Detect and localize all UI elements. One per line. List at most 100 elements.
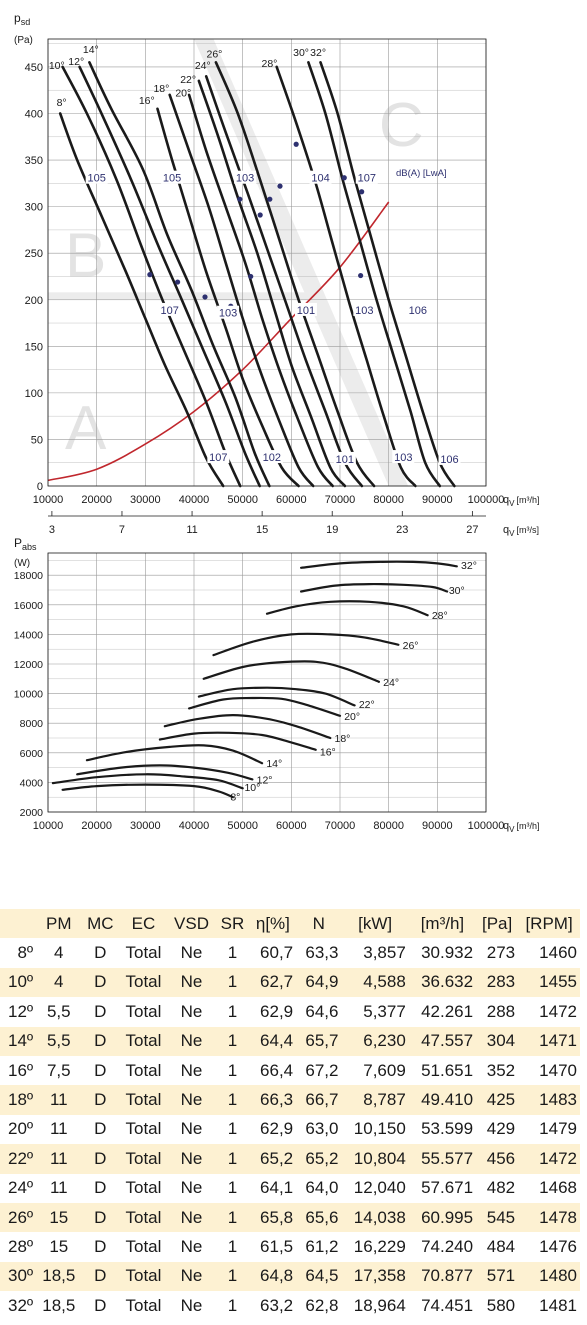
table-cell: Ne	[180, 1178, 203, 1198]
table-cell: 66,7	[305, 1090, 339, 1110]
y-tick-label: 14000	[14, 629, 43, 641]
secondary-tick-label: 3	[49, 524, 55, 536]
table-cell: Total	[125, 1031, 162, 1051]
table-cell: Total	[125, 1266, 162, 1286]
table-cell: 14º	[7, 1031, 34, 1051]
table-cell: 12,040	[353, 1178, 406, 1198]
y-tick-label: 0	[37, 481, 43, 493]
noise-label-bg	[85, 170, 108, 184]
table-cell: 304	[486, 1031, 516, 1051]
table-cell: 288	[486, 1001, 516, 1021]
table-cell: 64,1	[260, 1178, 294, 1198]
table-cell: Ne	[180, 1148, 203, 1168]
noise-label: 105	[163, 173, 181, 185]
angle-label: 26°	[206, 49, 222, 61]
table-cell: 63,2	[260, 1295, 294, 1315]
table-cell: D	[94, 1148, 107, 1168]
x-tick-label: 40000	[179, 494, 210, 506]
table-cell: 580	[486, 1295, 516, 1315]
table-cell: 67,2	[305, 1060, 339, 1080]
table-header-cell	[0, 909, 36, 938]
angle-label: 22°	[359, 699, 375, 711]
table-cell: 8º	[17, 943, 34, 963]
angle-label: 10°	[49, 60, 65, 72]
table-cell: D	[94, 943, 107, 963]
fan-curve-12deg	[78, 65, 261, 488]
y-tick-label: 4000	[20, 777, 44, 789]
noise-label-bg	[207, 450, 230, 464]
table-cell: Ne	[180, 1031, 203, 1051]
y-tick-label: 350	[25, 155, 43, 167]
x-tick-label: 60000	[276, 820, 307, 832]
y-tick-label: 16000	[14, 600, 43, 612]
table-row: 28º 15 D Total Ne 1 61,5 61,2 16,229 74.240 484 147…	[0, 1232, 580, 1261]
table-cell: 74.451	[421, 1295, 474, 1315]
table-row: 22º 11 D Total Ne 1 65,2 65,2 10,804 55.577 456 147…	[0, 1144, 580, 1174]
noise-label: 106	[440, 454, 458, 466]
x-tick-label: 70000	[325, 820, 356, 832]
fan-curve-24deg	[204, 75, 364, 488]
table-header-cell: MC	[87, 913, 114, 933]
table-cell: D	[94, 1178, 107, 1198]
x-tick-label: 30000	[130, 820, 161, 832]
secondary-tick-label: 15	[256, 524, 268, 536]
table-cell: 1471	[539, 1031, 577, 1051]
grid	[47, 553, 487, 813]
x-tick-label: 10000	[33, 494, 64, 506]
power-curve-24deg	[202, 660, 380, 683]
table-cell: 14,038	[353, 1207, 406, 1227]
table-cell: 4,588	[363, 972, 406, 992]
y-tick-label: 10000	[14, 689, 43, 701]
noise-label: 103	[394, 452, 412, 464]
table-cell: 3,857	[363, 943, 406, 963]
secondary-tick-label: 7	[119, 524, 125, 536]
zone-letter-a: A	[65, 394, 107, 463]
power-curve-22deg	[197, 686, 356, 707]
table-cell: 30º	[7, 1266, 34, 1286]
table-cell: 8,787	[363, 1090, 406, 1110]
table-cell: D	[94, 1266, 107, 1286]
table-cell: 55.577	[421, 1148, 474, 1168]
table-cell: 60.995	[421, 1207, 474, 1227]
table-row: 12º 5,5 D Total Ne 1 62,9 64,6 5,377 42.261 288 147…	[0, 997, 580, 1026]
y-tick-label: 6000	[20, 748, 44, 760]
y-tick-label: 150	[25, 341, 43, 353]
y-tick-label: 300	[25, 202, 43, 214]
noise-label-bg	[161, 170, 184, 184]
angle-label: 26°	[403, 640, 419, 652]
angle-label: 8°	[57, 97, 67, 109]
angle-label: 16°	[320, 746, 336, 758]
table-cell: 1	[227, 1148, 238, 1168]
table-cell: Total	[125, 1207, 162, 1227]
table-cell: 62,9	[260, 1119, 294, 1139]
table-cell: Total	[125, 1148, 162, 1168]
table-cell: 16,229	[353, 1236, 406, 1256]
table-cell: D	[94, 1001, 107, 1021]
secondary-tick-label: 19	[326, 524, 338, 536]
table-cell: 484	[486, 1236, 516, 1256]
table-cell: 18,5	[42, 1295, 76, 1315]
table-cell: 1	[227, 1178, 238, 1198]
noise-label-bg	[392, 450, 415, 464]
table-cell: 15	[49, 1236, 69, 1256]
table-row: 30º 18,5 D Total Ne 1 64,8 64,5 17,358 70.877 571 1…	[0, 1261, 580, 1292]
table-cell: 32º	[7, 1295, 34, 1315]
table-cell: 36.632	[421, 972, 474, 992]
table-cell: D	[94, 1236, 107, 1256]
noise-label: 107	[160, 305, 178, 317]
y-tick-label: 12000	[14, 659, 43, 671]
fan-curve-20deg	[187, 93, 334, 488]
table-cell: 30.932	[421, 943, 474, 963]
operating-point	[358, 272, 364, 279]
table-cell: 273	[486, 943, 516, 963]
power-flow-chart: 8° 10°12° 14° 16°18° 20°22° 24° 26° 28° 30° 32° 20…	[14, 536, 540, 834]
angle-label: 28°	[432, 610, 448, 622]
fan-curve-18deg	[168, 93, 315, 488]
pressure-flow-chart: A B C 105 105 103 104 107 107 103 101 103 106 107 102 1…	[14, 11, 539, 538]
table-cell: 15	[49, 1207, 69, 1227]
table-cell: Ne	[180, 1266, 203, 1286]
noise-label: 103	[219, 308, 237, 320]
table-cell: Ne	[180, 972, 203, 992]
x-tick-label: 20000	[81, 820, 112, 832]
table-row: 26º 15 D Total Ne 1 65,8 65,6 14,038 60.995 545 147…	[0, 1202, 580, 1233]
